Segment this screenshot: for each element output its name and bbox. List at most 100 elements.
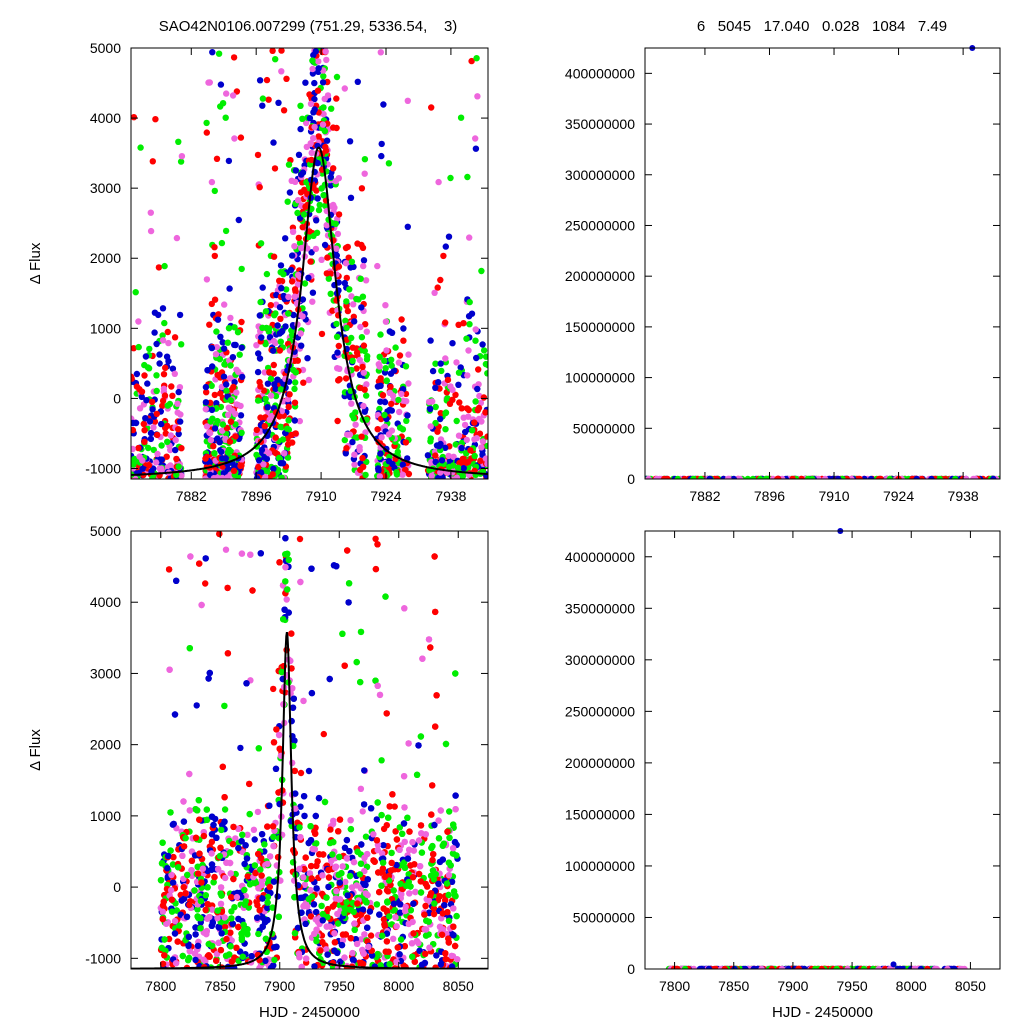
data-point — [861, 475, 868, 479]
data-point — [219, 763, 226, 770]
data-point — [159, 337, 167, 344]
data-point — [185, 954, 193, 962]
data-point — [143, 397, 150, 404]
data-point — [448, 878, 456, 885]
data-point — [186, 807, 193, 814]
data-point — [442, 409, 450, 416]
data-point — [361, 767, 368, 774]
data-point — [308, 689, 316, 697]
data-point — [233, 88, 241, 95]
data-point — [428, 811, 435, 818]
data-point — [230, 875, 237, 883]
data-point — [357, 860, 365, 867]
data-point — [210, 821, 217, 829]
data-point — [821, 475, 829, 479]
data-point — [437, 360, 444, 367]
data-point — [266, 369, 273, 376]
data-point — [430, 851, 437, 858]
data-point — [325, 275, 332, 282]
data-point — [238, 344, 245, 351]
data-point — [278, 285, 285, 292]
data-point — [334, 920, 342, 927]
data-point — [158, 420, 165, 428]
data-point — [346, 286, 353, 293]
data-point — [270, 842, 277, 850]
data-point — [350, 301, 357, 308]
data-point — [223, 935, 230, 943]
data-point — [344, 431, 351, 438]
data-point — [211, 873, 218, 881]
data-point — [354, 78, 361, 86]
data-point — [422, 880, 429, 888]
data-point — [264, 893, 272, 901]
data-point — [314, 159, 321, 167]
data-point — [274, 376, 281, 383]
data-point — [387, 383, 394, 390]
y-tick-label: 100000000 — [565, 370, 635, 386]
data-point — [197, 897, 205, 905]
data-point — [202, 399, 210, 406]
data-point — [358, 334, 366, 341]
data-point — [478, 267, 485, 275]
data-point — [436, 923, 444, 930]
data-point — [159, 960, 167, 968]
data-point — [417, 733, 425, 740]
data-point — [147, 227, 155, 235]
data-point — [206, 913, 213, 921]
data-point — [263, 76, 271, 84]
data-point — [239, 373, 246, 381]
data-point — [248, 953, 255, 960]
data-point — [357, 785, 365, 792]
y-tick-label: 250000000 — [565, 217, 635, 233]
data-point — [275, 731, 283, 739]
data-point — [359, 363, 366, 371]
data-point — [415, 837, 423, 844]
data-point — [224, 584, 231, 592]
data-point — [308, 249, 315, 256]
data-point — [275, 913, 282, 920]
data-point — [174, 400, 181, 407]
data-point — [438, 457, 446, 464]
data-point — [285, 403, 292, 411]
data-point — [210, 443, 217, 450]
data-point — [164, 438, 171, 445]
data-point — [364, 924, 371, 931]
data-point — [297, 834, 304, 841]
data-point — [131, 419, 137, 427]
data-point — [336, 896, 344, 903]
data-point — [291, 767, 298, 775]
data-point — [347, 194, 355, 201]
data-point — [333, 333, 341, 340]
data-point — [381, 921, 388, 928]
data-point — [432, 360, 439, 367]
data-point — [258, 446, 266, 454]
data-point — [148, 398, 156, 406]
data-point — [212, 351, 220, 358]
data-point — [442, 950, 449, 957]
data-point — [319, 910, 327, 918]
data-point — [394, 448, 401, 456]
data-point — [229, 920, 236, 927]
data-point — [444, 909, 451, 916]
data-point — [221, 361, 228, 368]
data-point — [277, 423, 284, 430]
data-point — [341, 662, 348, 669]
data-point — [156, 360, 163, 367]
data-point — [237, 744, 244, 752]
data-point — [264, 380, 272, 387]
data-point — [417, 889, 425, 896]
data-point — [335, 263, 343, 270]
data-point — [263, 324, 270, 332]
data-point — [409, 874, 417, 881]
data-point — [331, 939, 339, 946]
data-point — [147, 429, 155, 437]
data-point — [436, 443, 443, 450]
data-point — [272, 765, 280, 772]
data-point — [216, 531, 223, 538]
data-point — [194, 863, 201, 870]
data-point — [744, 475, 751, 479]
data-point — [397, 880, 404, 887]
data-point — [432, 384, 439, 391]
data-point — [281, 450, 288, 457]
